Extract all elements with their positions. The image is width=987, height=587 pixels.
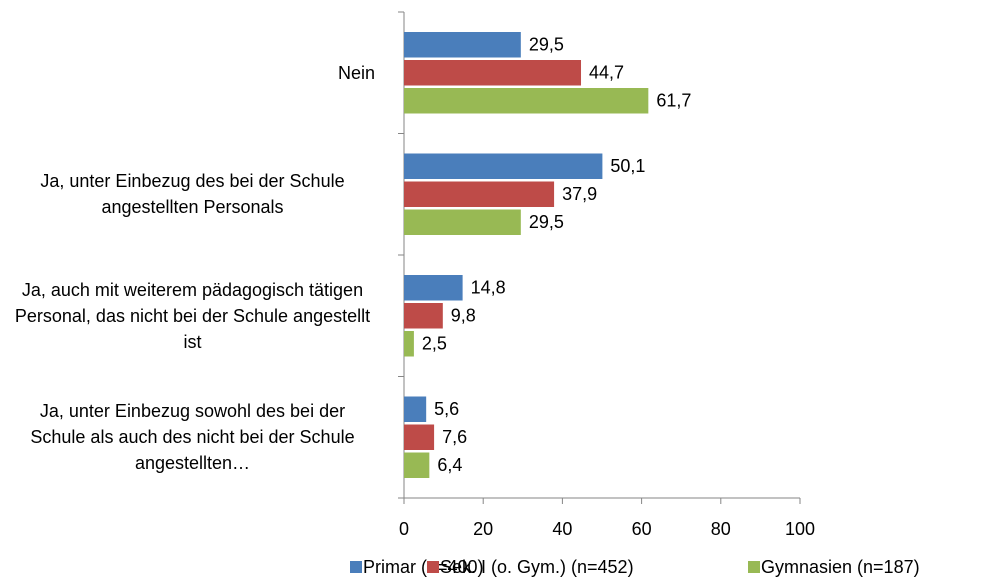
x-tick-label: 60: [632, 519, 652, 539]
value-label: 7,6: [442, 427, 467, 447]
value-label: 2,5: [422, 334, 447, 354]
legend-swatch: [350, 561, 362, 573]
value-label: 44,7: [589, 63, 624, 83]
category-label: Ja, unter Einbezug sowohl des bei der Sc…: [30, 401, 355, 474]
category-label-box: Ja, unter Einbezug sowohl des bei der Sc…: [10, 377, 375, 497]
bar: [404, 88, 649, 114]
category-label-box: Ja, auch mit weiterem pädagogisch tätige…: [10, 256, 375, 376]
category-label-box: Nein: [338, 13, 375, 133]
legend-label: Gymnasien (n=187): [761, 557, 920, 577]
value-label: 50,1: [610, 156, 645, 176]
value-label: 29,5: [529, 35, 564, 55]
x-tick-label: 100: [785, 519, 815, 539]
bar: [404, 396, 427, 422]
category-label-box: Ja, unter Einbezug des bei der Schule an…: [10, 134, 375, 254]
value-label: 61,7: [656, 91, 691, 111]
legend-swatch: [748, 561, 760, 573]
x-tick-label: 0: [399, 519, 409, 539]
value-label: 5,6: [434, 399, 459, 419]
legend-label: Sek. I (o. Gym.) (n=452): [440, 557, 634, 577]
bar: [404, 153, 603, 179]
bar: [404, 209, 521, 235]
bar: [404, 181, 555, 207]
value-label: 37,9: [562, 184, 597, 204]
x-tick-label: 80: [711, 519, 731, 539]
bar: [404, 32, 521, 58]
x-tick-label: 20: [473, 519, 493, 539]
legend-swatch: [427, 561, 439, 573]
bar: [404, 275, 463, 301]
bar: [404, 424, 435, 450]
value-label: 9,8: [451, 306, 476, 326]
bar: [404, 331, 414, 357]
category-label: Ja, unter Einbezug des bei der Schule an…: [40, 171, 345, 218]
category-label: Ja, auch mit weiterem pädagogisch tätige…: [14, 279, 371, 352]
value-label: 29,5: [529, 212, 564, 232]
legend-label: Primar (n=400): [363, 557, 484, 577]
value-label: 6,4: [437, 455, 462, 475]
bar: [404, 303, 443, 329]
bar: [404, 60, 582, 86]
value-label: 14,8: [471, 278, 506, 298]
bar: [404, 452, 430, 478]
category-label: Nein: [337, 62, 375, 83]
x-tick-label: 40: [552, 519, 572, 539]
